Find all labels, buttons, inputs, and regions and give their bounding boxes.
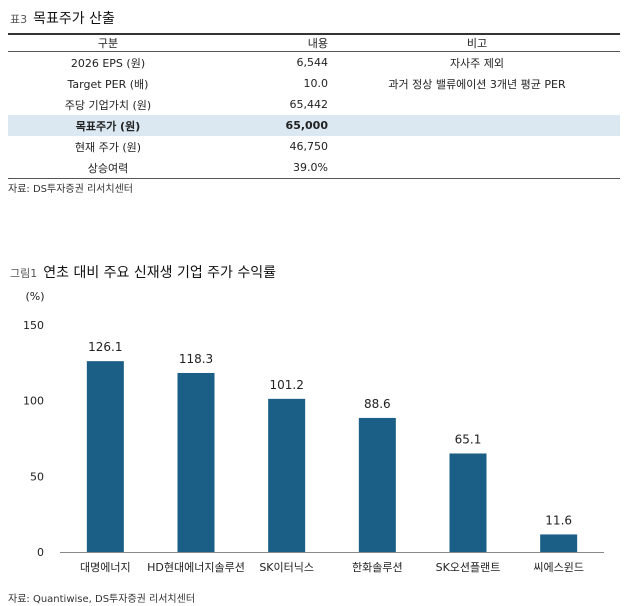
table-title-text: 목표주가 산출 <box>33 11 115 27</box>
row-label: 주당 기업가치 (원) <box>64 98 152 112</box>
bar-value-label: 126.1 <box>88 340 122 354</box>
table-title: 표3 목표주가 산출 <box>10 8 115 28</box>
row-note: 과거 정상 밸류에이션 3개년 평균 PER <box>388 77 566 91</box>
bar <box>177 372 215 552</box>
table-row: Target PER (배) 10.0 과거 정상 밸류에이션 3개년 평균 P… <box>8 73 620 94</box>
row-label: 상승여력 <box>87 161 129 175</box>
row-label: 2026 EPS (원) <box>70 56 146 70</box>
chart-label: 그림1 <box>10 267 38 280</box>
returns-bar-chart: (%) 0 50 100 150 126.1 대명에너지 118.3 HD현대에너지솔루션 101… <box>23 290 604 574</box>
table-row: 주당 기업가치 (원) 65,442 <box>8 94 620 115</box>
row-note <box>334 136 620 157</box>
table-row: 2026 EPS (원) 6,544 자사주 제외 <box>8 52 620 74</box>
chart-title: 그림1 연초 대비 주요 신재생 기업 주가 수익률 <box>10 262 276 282</box>
y-tick-label: 50 <box>30 470 44 483</box>
header-content: 내용 <box>208 34 334 52</box>
row-value: 46,750 <box>289 140 329 153</box>
x-category-label: SK오션플랜트 <box>436 561 501 574</box>
x-category-label: 한화솔루션 <box>352 561 403 574</box>
row-label: 현재 주가 (원) <box>74 140 142 154</box>
bar-value-label: 65.1 <box>455 432 482 446</box>
table-row-highlight: 목표주가 (원) 65,000 <box>8 115 620 136</box>
table-row: 상승여력 39.0% <box>8 157 620 179</box>
chart-source: 자료: Quantiwise, DS투자증권 리서치센터 <box>8 594 196 605</box>
row-value: 39.0% <box>293 161 328 174</box>
bar <box>268 398 306 552</box>
row-note: 자사주 제외 <box>449 56 505 70</box>
bar <box>358 417 396 552</box>
x-category-label: HD현대에너지솔루션 <box>147 561 245 574</box>
target-price-table: 구분 내용 비고 2026 EPS (원) 6,544 자사주 제외 Targe… <box>8 33 620 179</box>
bar-value-label: 118.3 <box>179 352 213 366</box>
row-label: Target PER (배) <box>67 77 149 91</box>
row-label: 목표주가 (원) <box>8 115 208 136</box>
table-label: 표3 <box>10 13 28 26</box>
y-tick-label: 150 <box>23 319 44 332</box>
table-source: 자료: DS투자증권 리서치센터 <box>8 184 133 195</box>
row-value: 6,544 <box>296 56 329 69</box>
row-value: 65,442 <box>289 98 329 111</box>
table-header-row: 구분 내용 비고 <box>8 34 620 52</box>
row-value: 10.0 <box>303 77 329 90</box>
header-note: 비고 <box>334 34 620 52</box>
chart-title-text: 연초 대비 주요 신재생 기업 주가 수익률 <box>43 265 277 281</box>
bar-value-label: 88.6 <box>364 397 391 411</box>
x-category-label: SK이터닉스 <box>259 561 314 574</box>
x-category-label: 씨에스윈드 <box>533 560 584 574</box>
x-category-label: 대명에너지 <box>80 561 131 574</box>
y-tick-label: 0 <box>37 546 44 559</box>
table-row: 현재 주가 (원) 46,750 <box>8 136 620 157</box>
bar-value-label: 11.6 <box>545 513 572 527</box>
y-axis-unit-label: (%) <box>25 290 44 303</box>
row-note <box>334 157 620 179</box>
header-category: 구분 <box>8 34 208 52</box>
bar-value-label: 101.2 <box>269 378 303 392</box>
bar <box>449 453 487 552</box>
row-note <box>334 115 620 136</box>
y-tick-label: 100 <box>23 395 44 408</box>
row-note <box>334 94 620 115</box>
row-value: 65,000 <box>208 115 334 136</box>
bar <box>540 534 578 552</box>
bar <box>86 361 124 552</box>
